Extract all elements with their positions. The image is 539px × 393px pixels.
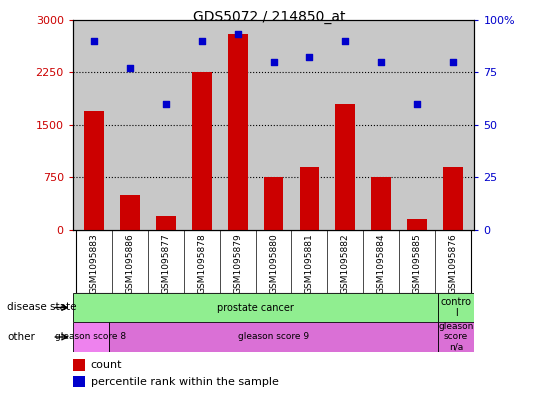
Text: GSM1095876: GSM1095876 (448, 233, 457, 294)
Text: count: count (91, 360, 122, 370)
Text: GSM1095882: GSM1095882 (341, 233, 350, 294)
Bar (443, 167, 462, 230)
Bar (264, 177, 284, 230)
Point (162, 101, 170, 107)
Point (341, 38, 350, 44)
Bar (438, 322, 474, 352)
Bar (156, 216, 176, 230)
Bar (192, 72, 212, 230)
Text: percentile rank within the sample: percentile rank within the sample (91, 377, 279, 387)
Text: gleason score 8: gleason score 8 (56, 332, 127, 342)
Point (90, 38, 99, 44)
Text: GDS5072 / 214850_at: GDS5072 / 214850_at (194, 10, 345, 24)
Bar (85, 111, 104, 230)
Text: GSM1095883: GSM1095883 (90, 233, 99, 294)
Text: gleason
score
n/a: gleason score n/a (438, 322, 474, 352)
Point (270, 59, 278, 65)
Text: GSM1095880: GSM1095880 (269, 233, 278, 294)
Text: contro
l: contro l (440, 297, 472, 318)
Text: GSM1095886: GSM1095886 (126, 233, 135, 294)
Text: GSM1095878: GSM1095878 (197, 233, 206, 294)
Bar (73, 322, 109, 352)
Bar (73, 359, 85, 371)
Text: GSM1095881: GSM1095881 (305, 233, 314, 294)
Bar (300, 167, 319, 230)
Point (233, 31, 242, 37)
Bar (407, 219, 427, 230)
Text: disease state: disease state (7, 302, 77, 312)
Bar (228, 34, 247, 230)
Text: prostate cancer: prostate cancer (217, 303, 294, 312)
Point (448, 59, 457, 65)
Text: gleason score 9: gleason score 9 (238, 332, 309, 342)
Point (197, 38, 206, 44)
Bar (120, 195, 140, 230)
Text: GSM1095885: GSM1095885 (412, 233, 421, 294)
Point (305, 54, 314, 61)
Text: other: other (7, 332, 35, 342)
Text: GSM1095884: GSM1095884 (377, 233, 385, 294)
Point (126, 65, 134, 71)
Bar (109, 322, 438, 352)
Text: GSM1095879: GSM1095879 (233, 233, 242, 294)
Text: GSM1095877: GSM1095877 (162, 233, 170, 294)
Bar (438, 293, 474, 322)
Point (377, 59, 385, 65)
Bar (73, 376, 85, 387)
Point (413, 101, 421, 107)
Bar (371, 177, 391, 230)
Bar (335, 104, 355, 230)
